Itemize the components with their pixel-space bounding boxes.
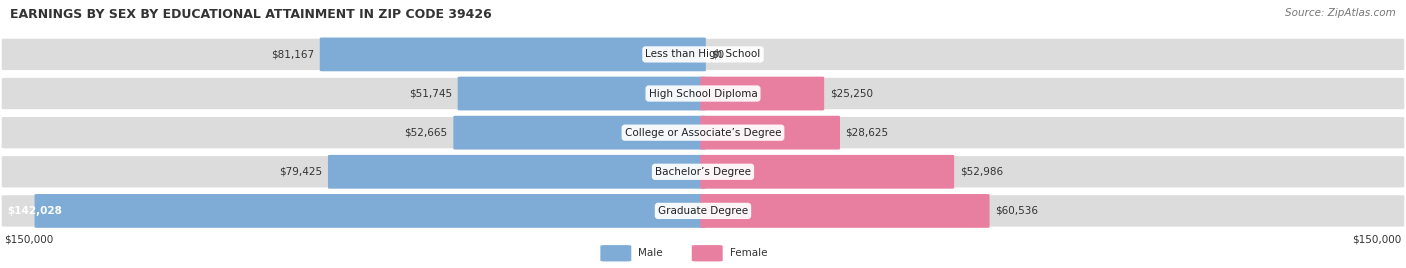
Text: $150,000: $150,000	[1353, 234, 1402, 244]
Text: $0: $0	[711, 49, 724, 59]
FancyBboxPatch shape	[700, 77, 824, 110]
FancyBboxPatch shape	[0, 154, 1406, 189]
FancyBboxPatch shape	[0, 115, 1406, 150]
Text: $60,536: $60,536	[995, 206, 1038, 216]
FancyBboxPatch shape	[700, 155, 955, 189]
FancyBboxPatch shape	[328, 155, 706, 189]
Text: $81,167: $81,167	[271, 49, 314, 59]
Text: $51,745: $51,745	[409, 88, 453, 99]
FancyBboxPatch shape	[0, 193, 1406, 228]
FancyBboxPatch shape	[35, 194, 706, 228]
Text: College or Associate’s Degree: College or Associate’s Degree	[624, 128, 782, 138]
Text: $79,425: $79,425	[280, 167, 322, 177]
Text: Female: Female	[730, 248, 768, 258]
FancyBboxPatch shape	[458, 77, 706, 110]
FancyBboxPatch shape	[700, 194, 990, 228]
FancyBboxPatch shape	[0, 76, 1406, 111]
Text: $52,665: $52,665	[405, 128, 447, 138]
FancyBboxPatch shape	[453, 116, 706, 150]
Text: $25,250: $25,250	[830, 88, 873, 99]
FancyBboxPatch shape	[700, 116, 839, 150]
FancyBboxPatch shape	[0, 37, 1406, 72]
Text: Graduate Degree: Graduate Degree	[658, 206, 748, 216]
FancyBboxPatch shape	[600, 245, 631, 262]
Text: Male: Male	[638, 248, 664, 258]
Text: EARNINGS BY SEX BY EDUCATIONAL ATTAINMENT IN ZIP CODE 39426: EARNINGS BY SEX BY EDUCATIONAL ATTAINMEN…	[10, 8, 492, 21]
Text: $28,625: $28,625	[845, 128, 889, 138]
Text: $52,986: $52,986	[960, 167, 1002, 177]
Text: $150,000: $150,000	[4, 234, 53, 244]
Text: Bachelor’s Degree: Bachelor’s Degree	[655, 167, 751, 177]
Text: Source: ZipAtlas.com: Source: ZipAtlas.com	[1285, 8, 1396, 18]
Text: $142,028: $142,028	[7, 206, 62, 216]
Text: Less than High School: Less than High School	[645, 49, 761, 59]
Text: High School Diploma: High School Diploma	[648, 88, 758, 99]
FancyBboxPatch shape	[319, 38, 706, 71]
FancyBboxPatch shape	[692, 245, 723, 262]
